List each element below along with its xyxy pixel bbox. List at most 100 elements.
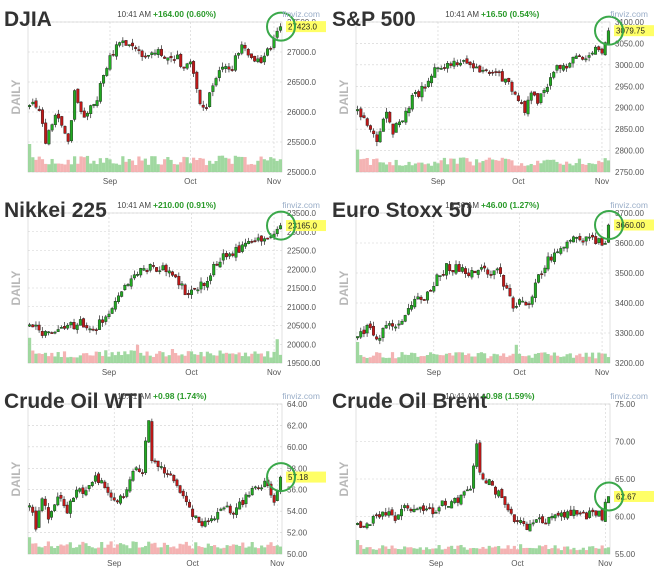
volume-bar [188, 163, 192, 172]
plot-border [355, 212, 611, 364]
y-tick-label: 3700.00 [615, 209, 644, 218]
candle-down [536, 93, 540, 104]
volume-bar [429, 352, 433, 363]
highlight-circle [266, 11, 296, 42]
volume-bar [221, 353, 225, 363]
candle-down [59, 495, 63, 499]
volume-bar [603, 158, 607, 172]
volume-bar [443, 548, 447, 554]
volume-bar [238, 545, 242, 554]
candle-down [195, 71, 199, 89]
volume-bar [167, 355, 171, 363]
candle-up [566, 511, 570, 519]
x-tick-label: Sep [429, 559, 444, 568]
volume-bar [76, 163, 80, 172]
volume-bar [135, 344, 140, 363]
volume-bar [458, 157, 463, 172]
chart-panel-brent: 55.00 60.00 65.00 70.00 75.00 Sep Oct Nov 62.67 C… [328, 382, 656, 573]
candle-up [275, 228, 279, 235]
candle-up [555, 65, 559, 71]
volume-bar [84, 543, 88, 554]
volume-bar [113, 355, 117, 363]
candle-up [212, 264, 216, 276]
volume-bar [542, 160, 546, 172]
volume-bar [555, 161, 559, 172]
candle-up [121, 40, 125, 43]
candle-up [587, 236, 591, 239]
candle-up [102, 75, 106, 84]
candle-down [525, 523, 529, 530]
volume-bar [260, 545, 264, 554]
change-label: +0.98 (1.59%) [481, 391, 535, 401]
candle-down [362, 525, 366, 528]
volume-bar [148, 355, 152, 363]
candle-up [153, 52, 157, 55]
y-tick-label: 3000.00 [615, 61, 644, 70]
candle-up [47, 331, 51, 334]
change-label: +164.00 (0.60%) [153, 9, 216, 19]
candle-up [404, 110, 408, 123]
volume-bar [572, 547, 576, 554]
candle-down [594, 510, 598, 516]
y-tick-label: 60.00 [615, 513, 636, 522]
candle-up [568, 240, 572, 242]
volume-bar [432, 353, 436, 363]
candle-up [98, 83, 102, 102]
candle-down [457, 264, 461, 272]
watermark-text: finviz.com [610, 200, 648, 210]
candle-down [372, 130, 376, 135]
candle-up [446, 62, 450, 69]
candle-down [37, 108, 41, 112]
volume-bar [462, 157, 466, 172]
candle-down [481, 473, 485, 480]
candle-up [72, 497, 75, 502]
candle-up [432, 286, 436, 292]
volume-bar [453, 548, 457, 554]
candle-up [413, 298, 417, 308]
candle-up [237, 53, 241, 56]
volume-bar [59, 544, 63, 554]
y-tick-label: 3600.00 [615, 239, 644, 248]
candle-up [562, 246, 566, 249]
volume-bar [371, 355, 376, 363]
volume-bar [394, 358, 398, 363]
candle-down [449, 63, 453, 66]
volume-bar [201, 158, 205, 172]
candle-up [590, 52, 594, 55]
volume-bar [456, 545, 460, 554]
candle-down [192, 61, 196, 74]
candle-up [56, 496, 60, 506]
change-label: +46.00 (1.27%) [481, 200, 540, 210]
last-price-highlight [286, 21, 326, 33]
volume-bar [170, 349, 175, 363]
volume-bar [516, 165, 520, 172]
volume-bar [230, 163, 234, 172]
candle-up [31, 101, 35, 105]
candle-down [34, 510, 38, 530]
candle-down [182, 66, 186, 69]
candle-up [234, 247, 238, 258]
candle-up [69, 120, 73, 142]
volume-bar [46, 541, 50, 554]
candle-down [422, 299, 426, 301]
volume-bar [131, 541, 135, 554]
volume-bar [470, 356, 474, 363]
candle-down [131, 42, 134, 47]
time-label: 10:41 AM [445, 10, 479, 19]
candle-down [153, 460, 157, 463]
candle-up [156, 49, 160, 55]
candle-down [91, 328, 95, 331]
candle-up [266, 48, 270, 56]
volume-bar [587, 162, 591, 172]
volume-bar [91, 355, 95, 363]
candle-up [519, 520, 523, 523]
volume-bar [187, 545, 192, 554]
x-tick-label: Oct [186, 559, 199, 568]
volume-bar [455, 163, 459, 172]
candle-up [196, 289, 200, 292]
candle-down [272, 495, 276, 503]
volume-bar [103, 547, 107, 554]
y-tick-label: 50.00 [287, 550, 308, 559]
volume-bar [256, 548, 261, 554]
volume-bar [224, 352, 229, 363]
